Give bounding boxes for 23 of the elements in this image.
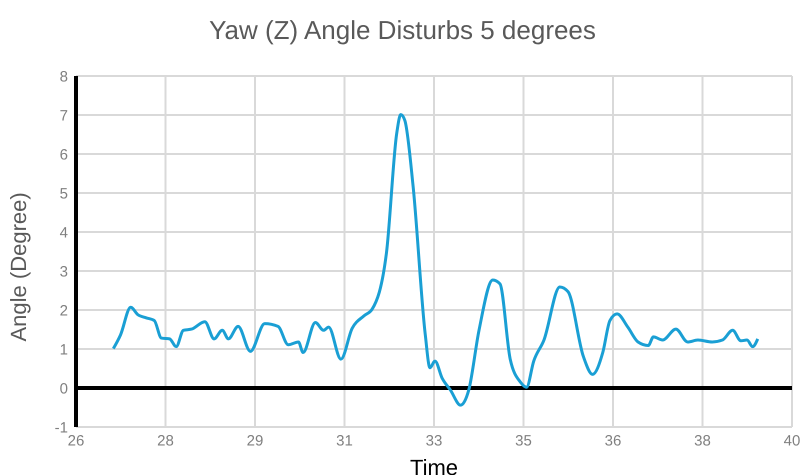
y-tick-label: -1 [54,419,68,436]
y-tick-label: 7 [60,107,68,124]
y-tick-label: 5 [60,185,68,202]
y-tick-label: 6 [60,146,68,164]
x-tick-label: 28 [157,432,174,450]
chart-title: Yaw (Z) Angle Disturbs 5 degrees [208,14,597,47]
line-series [112,113,760,407]
x-tick-label: 36 [604,432,622,450]
y-axis-title: Angle (Degree) [6,192,31,342]
y-tick-label: 8 [60,68,68,86]
x-tick-label: 29 [246,432,264,450]
y-tick-label: 0 [60,380,68,398]
x-axis-title: Time [410,455,458,475]
x-tick-label: 35 [515,432,532,450]
y-tick-label: 3 [60,263,68,280]
y-tick-label: 2 [60,302,68,320]
y-tick-label: 4 [60,224,68,242]
y-tick-label: 1 [60,341,68,358]
x-tick-label: 40 [784,432,800,450]
x-tick-label: 38 [694,432,711,450]
x-tick-label: 26 [68,432,84,450]
x-tick-label: 33 [426,432,442,450]
x-tick-label: 31 [336,432,353,450]
